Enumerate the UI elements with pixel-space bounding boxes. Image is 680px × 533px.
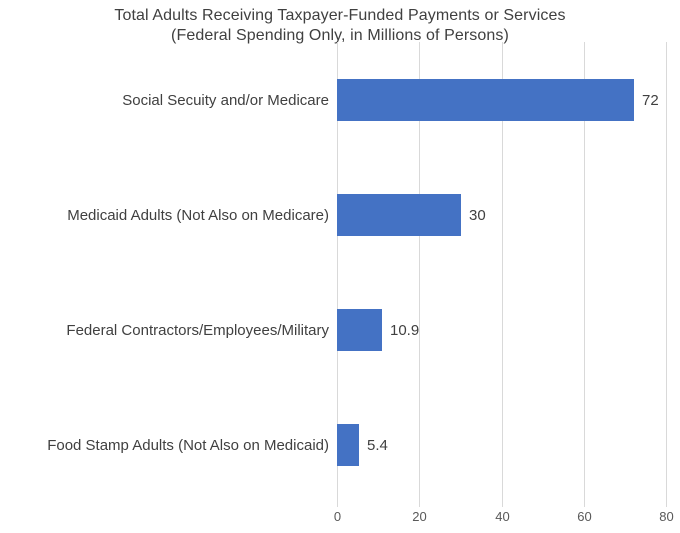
x-tick-label: 20 bbox=[412, 509, 427, 524]
category-label: Medicaid Adults (Not Also on Medicare) bbox=[67, 206, 329, 224]
value-label: 5.4 bbox=[367, 436, 388, 454]
bar bbox=[337, 423, 359, 466]
bar-row: Social Secuity and/or Medicare 72 bbox=[122, 42, 667, 157]
gridline bbox=[502, 42, 503, 502]
x-tick-label: 80 bbox=[659, 509, 674, 524]
gridline bbox=[419, 42, 420, 502]
bar bbox=[337, 193, 461, 236]
x-tick-label: 60 bbox=[577, 509, 592, 524]
chart-title-block: Total Adults Receiving Taxpayer-Funded P… bbox=[0, 6, 680, 46]
value-label: 10.9 bbox=[390, 321, 420, 339]
bar-row: Medicaid Adults (Not Also on Medicare) 30 bbox=[67, 157, 667, 272]
gridline bbox=[337, 42, 338, 502]
chart-subtitle: (Federal Spending Only, in Millions of P… bbox=[171, 27, 509, 44]
axis-tick bbox=[584, 502, 585, 507]
bar-row: Food Stamp Adults (Not Also on Medicaid)… bbox=[47, 387, 667, 502]
axis-tick bbox=[502, 502, 503, 507]
gridline bbox=[584, 42, 585, 502]
bar bbox=[337, 78, 634, 121]
category-label: Food Stamp Adults (Not Also on Medicaid) bbox=[47, 436, 329, 454]
value-label: 72 bbox=[642, 91, 659, 109]
value-label: 30 bbox=[469, 206, 486, 224]
bar bbox=[337, 308, 382, 351]
x-tick-label: 40 bbox=[495, 509, 510, 524]
category-label: Social Secuity and/or Medicare bbox=[122, 91, 329, 109]
axis-tick bbox=[419, 502, 420, 507]
gridline bbox=[666, 42, 667, 502]
bar-row: Federal Contractors/Employees/Military 10… bbox=[66, 272, 667, 387]
axis-tick bbox=[337, 502, 338, 507]
axis-tick bbox=[666, 502, 667, 507]
chart-title: Total Adults Receiving Taxpayer-Funded P… bbox=[114, 7, 566, 24]
category-label: Federal Contractors/Employees/Military bbox=[66, 321, 329, 339]
plot-area: 0 20 40 60 80 Social Secuity and/or Medicare 7… bbox=[47, 42, 674, 524]
x-tick-label: 0 bbox=[333, 509, 342, 524]
